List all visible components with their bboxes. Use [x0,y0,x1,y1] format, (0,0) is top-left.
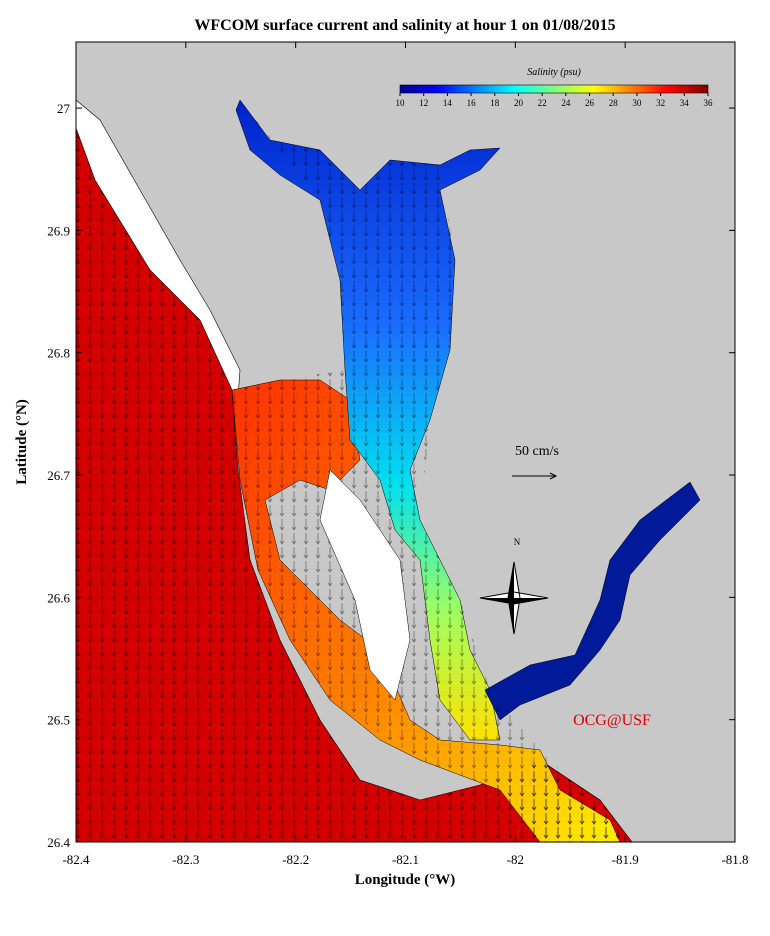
scale-arrow [512,472,558,480]
x-tick-label: -81.9 [612,852,639,867]
colorbar-tick-label: 28 [609,98,619,108]
y-tick-label: 26.6 [47,590,70,605]
colorbar-tick-label: 10 [396,98,406,108]
colorbar-tick-label: 34 [680,98,690,108]
x-tick-label: -82.4 [62,852,90,867]
scale-vector: 50 cm/s [512,444,559,480]
x-tick-label: -82 [507,852,524,867]
map-area [75,42,735,843]
scale-label: 50 cm/s [515,444,559,459]
credit: OCG@USF [573,712,651,729]
colorbar-tick-label: 26 [585,98,595,108]
colorbar-tick-label: 20 [514,98,524,108]
colorbar-tick-label: 32 [656,98,665,108]
y-tick-label: 26.7 [47,468,70,483]
harbor-currents [232,100,620,842]
colorbar-tick-label: 30 [632,98,642,108]
y-tick-label: 26.5 [47,713,70,728]
y-tick-label: 27 [57,101,71,116]
gulf-currents [76,128,632,842]
x-tick-label: -82.2 [282,852,309,867]
x-tick-label: -81.8 [721,852,748,867]
y-tick-label: 26.9 [47,223,70,238]
y-tick-label: 26.8 [47,346,70,361]
colorbar: Salinity (psu) [399,67,709,94]
y-tick-label: 26.4 [47,835,70,850]
colorbar-gradient [399,84,709,94]
compass: N [479,537,549,635]
colorbar-tick-label: 16 [467,98,477,108]
island [319,469,411,701]
chart-title: WFCOM surface current and salinity at ho… [194,17,615,34]
colorbar-tick-label: 24 [561,98,571,108]
colorbar-label: Salinity (psu) [527,67,581,78]
compass-shade [480,562,548,634]
x-axis-label: Longitude (°W) [355,872,456,888]
compass-label: N [514,537,521,547]
colorbar-tick-label: 14 [443,98,453,108]
x-tick-label: -82.1 [392,852,419,867]
colorbar-tick-label: 36 [704,98,714,108]
x-tick-label: -82.3 [172,852,199,867]
colorbar-tick-label: 22 [538,98,547,108]
caloosahatchee [484,481,701,721]
colorbar-tick-label: 18 [490,98,500,108]
colorbar-tick-label: 12 [419,98,428,108]
y-axis-label: Latitude (°N) [14,399,30,485]
